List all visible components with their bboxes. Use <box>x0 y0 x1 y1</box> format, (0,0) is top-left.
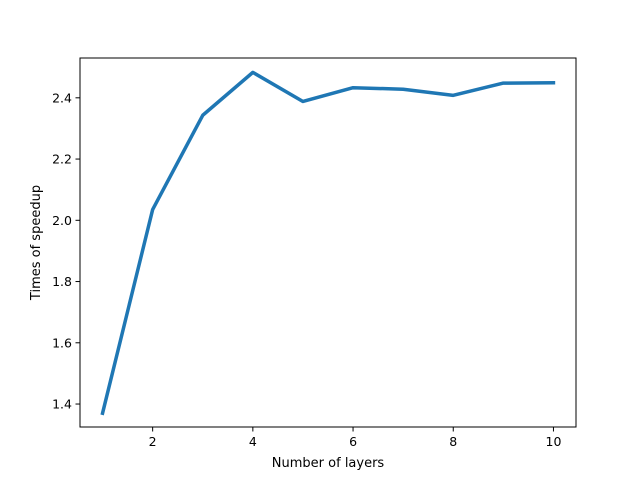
y-tick-label: 1.8 <box>52 274 72 289</box>
x-tick-label: 10 <box>546 434 562 449</box>
y-tick-label: 2.0 <box>52 213 72 228</box>
y-tick-label: 2.2 <box>52 152 72 167</box>
x-tick-label: 6 <box>349 434 357 449</box>
y-axis-label: Times of speedup <box>29 185 44 301</box>
y-tick-label: 1.4 <box>52 397 72 412</box>
series-line-0 <box>100 70 556 416</box>
y-tick-label: 1.6 <box>52 335 72 350</box>
y-tick-label: 2.4 <box>52 90 72 105</box>
plot-area: 2 4 6 8 10 1.4 1.6 1.8 2.0 2.2 2.4 <box>52 57 577 449</box>
x-tick-label: 2 <box>149 434 157 449</box>
x-tick-label: 4 <box>249 434 257 449</box>
x-axis-label: Number of layers <box>272 456 385 471</box>
axes-frame <box>79 57 577 428</box>
x-tick-label: 8 <box>449 434 457 449</box>
